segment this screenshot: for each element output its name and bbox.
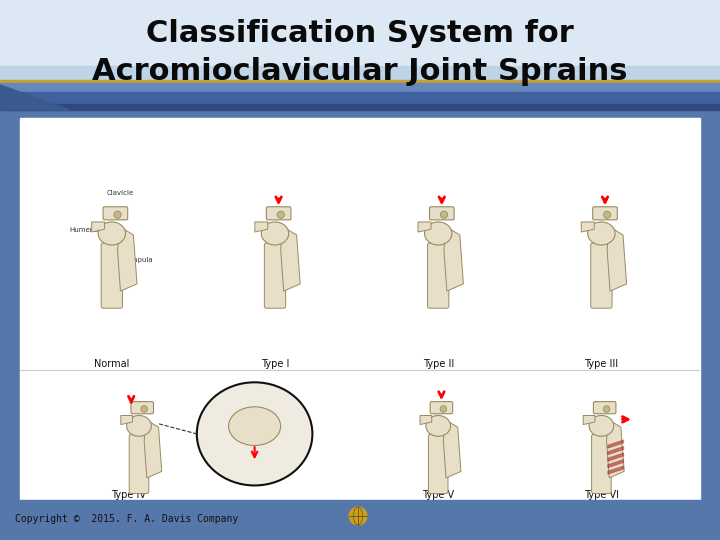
Polygon shape (117, 226, 137, 291)
Polygon shape (608, 453, 624, 461)
FancyBboxPatch shape (430, 207, 454, 220)
Circle shape (440, 406, 446, 412)
Text: Humerus: Humerus (70, 227, 102, 233)
Polygon shape (608, 466, 624, 474)
Text: Classification System for: Classification System for (146, 18, 574, 48)
FancyBboxPatch shape (590, 243, 612, 308)
Text: Type IV: Type IV (112, 490, 146, 501)
FancyBboxPatch shape (266, 207, 291, 220)
Polygon shape (255, 222, 268, 232)
Ellipse shape (228, 407, 281, 446)
Polygon shape (418, 222, 431, 232)
Polygon shape (608, 460, 624, 468)
Polygon shape (444, 226, 464, 291)
FancyBboxPatch shape (129, 434, 149, 494)
Text: Type III: Type III (585, 359, 618, 369)
FancyBboxPatch shape (101, 243, 122, 308)
FancyBboxPatch shape (131, 402, 153, 414)
Circle shape (114, 211, 121, 218)
Polygon shape (281, 226, 300, 291)
Polygon shape (608, 447, 624, 455)
Text: Type VI: Type VI (584, 490, 619, 501)
FancyBboxPatch shape (593, 207, 617, 220)
Bar (0, 92, 720, 104)
Bar (0, 500, 720, 540)
Ellipse shape (426, 415, 451, 436)
Bar (0, 104, 720, 110)
FancyBboxPatch shape (103, 207, 127, 220)
Text: Copyright ©  2015. F. A. Davis Company: Copyright © 2015. F. A. Davis Company (15, 514, 238, 524)
Bar (0, 66, 720, 83)
Circle shape (603, 211, 611, 218)
Polygon shape (444, 420, 461, 478)
FancyBboxPatch shape (428, 434, 448, 494)
FancyBboxPatch shape (593, 402, 616, 414)
FancyBboxPatch shape (592, 434, 611, 494)
Text: Clavicle: Clavicle (107, 190, 134, 196)
Text: Scapula: Scapula (126, 257, 153, 263)
Ellipse shape (589, 415, 613, 436)
Text: Acromioclavicular Joint Sprains: Acromioclavicular Joint Sprains (92, 57, 628, 86)
Ellipse shape (261, 222, 289, 245)
Ellipse shape (197, 382, 312, 485)
Polygon shape (121, 415, 132, 424)
Circle shape (349, 507, 367, 525)
Text: Type I: Type I (261, 359, 289, 369)
Polygon shape (581, 222, 594, 232)
FancyBboxPatch shape (428, 243, 449, 308)
Circle shape (441, 211, 448, 218)
Text: Superior view: Superior view (230, 476, 279, 482)
Text: Normal: Normal (94, 359, 130, 369)
Polygon shape (606, 420, 624, 478)
Text: Type II: Type II (423, 359, 454, 369)
Circle shape (277, 211, 284, 218)
Polygon shape (144, 420, 162, 478)
FancyBboxPatch shape (264, 243, 286, 308)
Polygon shape (420, 415, 432, 424)
Polygon shape (608, 440, 624, 448)
Ellipse shape (127, 415, 151, 436)
Polygon shape (607, 226, 626, 291)
Bar (20, 118, 700, 500)
Circle shape (603, 406, 610, 412)
Ellipse shape (98, 222, 125, 245)
Polygon shape (91, 222, 104, 232)
Bar (0, 80, 720, 83)
Bar (0, 83, 720, 92)
Ellipse shape (588, 222, 615, 245)
Circle shape (141, 406, 148, 412)
Polygon shape (0, 85, 70, 110)
Text: Type V: Type V (422, 490, 454, 501)
FancyBboxPatch shape (431, 402, 453, 414)
Ellipse shape (425, 222, 452, 245)
Polygon shape (583, 415, 595, 424)
Bar (0, 0, 720, 66)
